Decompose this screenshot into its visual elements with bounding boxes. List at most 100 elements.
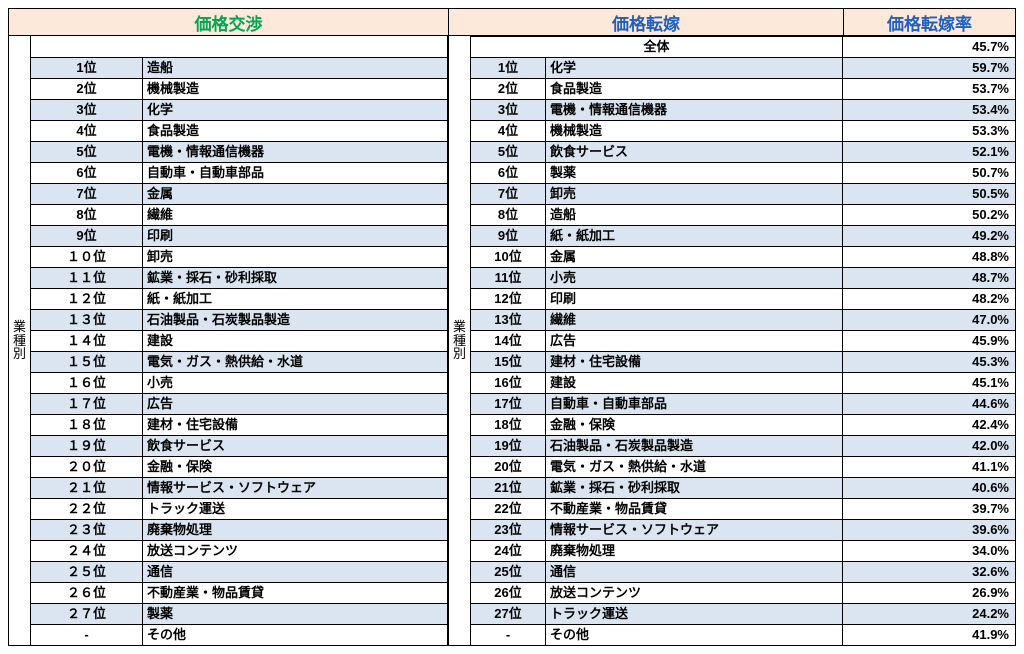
- rate-cell: 53.7%: [843, 79, 1016, 100]
- table-row: 25位通信32.6%: [471, 562, 1016, 583]
- rate-cell: 48.7%: [843, 268, 1016, 289]
- rate-cell: 26.9%: [843, 583, 1016, 604]
- table-row: 5位電機・情報通信機器: [31, 141, 448, 162]
- rank-cell: 6位: [31, 162, 143, 183]
- rate-cell: 48.8%: [843, 247, 1016, 268]
- rate-cell: 47.0%: [843, 310, 1016, 331]
- table-row: 2位食品製造53.7%: [471, 79, 1016, 100]
- table-row: １５位電気・ガス・熱供給・水道: [31, 351, 448, 372]
- left-column: 業種別 1位造船2位機械製造3位化学4位食品製造5位電機・情報通信機器6位自動車…: [8, 36, 448, 646]
- industry-cell: 建材・住宅設備: [546, 352, 843, 373]
- rank-cell: １５位: [31, 351, 143, 372]
- industry-cell: 化学: [143, 99, 448, 120]
- industry-cell: 印刷: [143, 225, 448, 246]
- rate-cell: 53.3%: [843, 121, 1016, 142]
- industry-cell: 繊維: [546, 310, 843, 331]
- table-row: 17位自動車・自動車部品44.6%: [471, 394, 1016, 415]
- industry-cell: 廃棄物処理: [546, 541, 843, 562]
- table-row: 7位金属: [31, 183, 448, 204]
- rate-cell: 34.0%: [843, 541, 1016, 562]
- industry-cell: 機械製造: [143, 78, 448, 99]
- rate-cell: 39.7%: [843, 499, 1016, 520]
- table-row: 4位食品製造: [31, 120, 448, 141]
- table-row: 21位鉱業・採石・砂利採取40.6%: [471, 478, 1016, 499]
- table-row: 6位製薬50.7%: [471, 163, 1016, 184]
- rank-cell: 3位: [471, 100, 546, 121]
- industry-cell: 廃棄物処理: [143, 519, 448, 540]
- rate-cell: 42.0%: [843, 436, 1016, 457]
- industry-cell: 自動車・自動車部品: [143, 162, 448, 183]
- right-column: 業種別 全体45.7%1位化学59.7%2位食品製造53.7%3位電機・情報通信…: [448, 36, 1016, 646]
- industry-cell: 不動産業・物品賃貸: [546, 499, 843, 520]
- table-row: -その他: [31, 624, 448, 645]
- table-row: 26位放送コンテンツ26.9%: [471, 583, 1016, 604]
- side-label-right: 業種別: [448, 36, 470, 646]
- rate-cell: 45.9%: [843, 331, 1016, 352]
- table-row: １８位建材・住宅設備: [31, 414, 448, 435]
- table-row: ２０位金融・保険: [31, 456, 448, 477]
- rate-cell: 48.2%: [843, 289, 1016, 310]
- rank-cell: ２０位: [31, 456, 143, 477]
- header-passthrough: 価格転嫁: [448, 8, 843, 36]
- rank-cell: 21位: [471, 478, 546, 499]
- table-row: １７位広告: [31, 393, 448, 414]
- rank-cell: １３位: [31, 309, 143, 330]
- table-row: １３位石油製品・石炭製品製造: [31, 309, 448, 330]
- industry-cell: 通信: [143, 561, 448, 582]
- rank-cell: 16位: [471, 373, 546, 394]
- table-row: 24位廃棄物処理34.0%: [471, 541, 1016, 562]
- rank-cell: 25位: [471, 562, 546, 583]
- table-row: 14位広告45.9%: [471, 331, 1016, 352]
- industry-cell: 小売: [143, 372, 448, 393]
- table-row: ２６位不動産業・物品賃貸: [31, 582, 448, 603]
- rate-cell: 41.9%: [843, 625, 1016, 646]
- industry-cell: トラック運送: [546, 604, 843, 625]
- industry-cell: 紙・紙加工: [546, 226, 843, 247]
- table-row: 8位繊維: [31, 204, 448, 225]
- industry-cell: 電機・情報通信機器: [143, 141, 448, 162]
- rank-cell: １４位: [31, 330, 143, 351]
- rate-cell: 45.3%: [843, 352, 1016, 373]
- table-row: 1位化学59.7%: [471, 58, 1016, 79]
- rank-cell: 15位: [471, 352, 546, 373]
- industry-cell: 自動車・自動車部品: [546, 394, 843, 415]
- industry-cell: 金融・保険: [143, 456, 448, 477]
- industry-cell: 卸売: [546, 184, 843, 205]
- rank-cell: 22位: [471, 499, 546, 520]
- rank-cell: ２１位: [31, 477, 143, 498]
- rate-cell: 40.6%: [843, 478, 1016, 499]
- table-row: 4位機械製造53.3%: [471, 121, 1016, 142]
- table-row: 27位トラック運送24.2%: [471, 604, 1016, 625]
- industry-cell: 化学: [546, 58, 843, 79]
- table-row: 5位飲食サービス52.1%: [471, 142, 1016, 163]
- right-table: 全体45.7%1位化学59.7%2位食品製造53.7%3位電機・情報通信機器53…: [470, 36, 1016, 646]
- table-row: 3位化学: [31, 99, 448, 120]
- rank-cell: ２２位: [31, 498, 143, 519]
- rank-cell: 18位: [471, 415, 546, 436]
- industry-cell: トラック運送: [143, 498, 448, 519]
- rank-cell: 11位: [471, 268, 546, 289]
- table-row: 20位電気・ガス・熱供給・水道41.1%: [471, 457, 1016, 478]
- table-row: 2位機械製造: [31, 78, 448, 99]
- rank-cell: １７位: [31, 393, 143, 414]
- rank-cell: １８位: [31, 414, 143, 435]
- industry-cell: 電機・情報通信機器: [546, 100, 843, 121]
- rank-cell: 20位: [471, 457, 546, 478]
- table-row: ２２位トラック運送: [31, 498, 448, 519]
- header-row: 価格交渉 価格転嫁 価格転嫁率: [8, 8, 1016, 36]
- table-row: ２５位通信: [31, 561, 448, 582]
- industry-cell: その他: [143, 624, 448, 645]
- total-row: 全体45.7%: [471, 37, 1016, 58]
- rate-cell: 50.5%: [843, 184, 1016, 205]
- industry-cell: 電気・ガス・熱供給・水道: [546, 457, 843, 478]
- rank-cell: ２４位: [31, 540, 143, 561]
- rank-cell: 8位: [31, 204, 143, 225]
- rank-cell: 4位: [471, 121, 546, 142]
- industry-cell: 鉱業・採石・砂利採取: [143, 267, 448, 288]
- industry-cell: 広告: [546, 331, 843, 352]
- table-row: 7位卸売50.5%: [471, 184, 1016, 205]
- industry-cell: 機械製造: [546, 121, 843, 142]
- industry-cell: 情報サービス・ソフトウェア: [143, 477, 448, 498]
- rank-cell: １９位: [31, 435, 143, 456]
- rank-cell: 5位: [31, 141, 143, 162]
